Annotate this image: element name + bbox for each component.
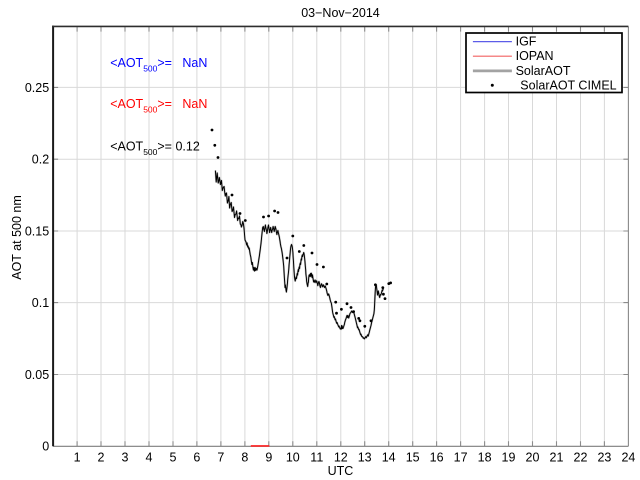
svg-text:0: 0 bbox=[42, 440, 49, 454]
svg-text:21: 21 bbox=[550, 451, 564, 465]
svg-text:5: 5 bbox=[170, 451, 177, 465]
svg-text:24: 24 bbox=[621, 451, 635, 465]
svg-text:0.25: 0.25 bbox=[25, 81, 49, 95]
svg-text:4: 4 bbox=[146, 451, 153, 465]
svg-text:IOPAN: IOPAN bbox=[516, 49, 554, 63]
svg-text:18: 18 bbox=[478, 451, 492, 465]
svg-text:<AOT500>= NaN: <AOT500>= NaN bbox=[110, 97, 207, 114]
svg-text:15: 15 bbox=[406, 451, 420, 465]
svg-text:<AOT500>= 0.12: <AOT500>= 0.12 bbox=[110, 140, 200, 157]
svg-text:0.2: 0.2 bbox=[32, 153, 49, 167]
svg-text:8: 8 bbox=[241, 451, 248, 465]
svg-text:19: 19 bbox=[502, 451, 516, 465]
svg-text:10: 10 bbox=[286, 451, 300, 465]
svg-text:0.1: 0.1 bbox=[32, 296, 49, 310]
svg-text:23: 23 bbox=[597, 451, 611, 465]
svg-text:<AOT500>= NaN: <AOT500>= NaN bbox=[110, 56, 207, 73]
svg-text:17: 17 bbox=[454, 451, 468, 465]
svg-text:UTC: UTC bbox=[328, 464, 354, 478]
svg-text:AOT at 500 nm: AOT at 500 nm bbox=[10, 195, 24, 280]
svg-text:1: 1 bbox=[74, 451, 81, 465]
svg-text:2: 2 bbox=[98, 451, 105, 465]
svg-text:16: 16 bbox=[430, 451, 444, 465]
svg-text:SolarAOT: SolarAOT bbox=[516, 64, 571, 78]
svg-text:SolarAOT CIMEL: SolarAOT CIMEL bbox=[520, 78, 616, 92]
svg-text:03−Nov−2014: 03−Nov−2014 bbox=[301, 6, 380, 20]
svg-text:0.05: 0.05 bbox=[25, 368, 49, 382]
svg-text:14: 14 bbox=[382, 451, 396, 465]
svg-text:9: 9 bbox=[265, 451, 272, 465]
svg-text:IGF: IGF bbox=[516, 35, 537, 49]
svg-text:12: 12 bbox=[334, 451, 348, 465]
svg-text:0.15: 0.15 bbox=[25, 224, 49, 238]
svg-text:3: 3 bbox=[122, 451, 129, 465]
svg-text:22: 22 bbox=[574, 451, 588, 465]
svg-text:11: 11 bbox=[310, 451, 323, 465]
svg-text:13: 13 bbox=[358, 451, 372, 465]
svg-text:6: 6 bbox=[193, 451, 200, 465]
svg-text:20: 20 bbox=[526, 451, 540, 465]
svg-text:7: 7 bbox=[217, 451, 224, 465]
